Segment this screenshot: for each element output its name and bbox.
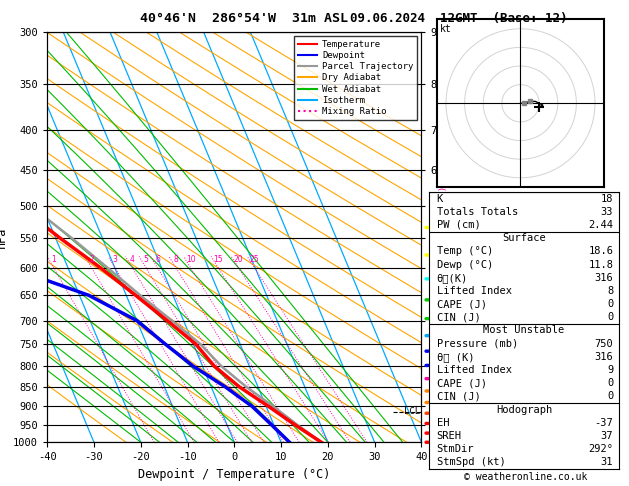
Text: CAPE (J): CAPE (J) [437,378,487,388]
Legend: Temperature, Dewpoint, Parcel Trajectory, Dry Adiabat, Wet Adiabat, Isotherm, Mi: Temperature, Dewpoint, Parcel Trajectory… [294,36,417,120]
Text: 8: 8 [174,255,179,264]
Text: Dewp (°C): Dewp (°C) [437,260,493,270]
Text: Lifted Index: Lifted Index [437,365,511,375]
Text: Surface: Surface [502,233,546,243]
Text: Lifted Index: Lifted Index [437,286,511,296]
Text: 09.06.2024  12GMT  (Base: 12): 09.06.2024 12GMT (Base: 12) [350,12,568,25]
Text: CAPE (J): CAPE (J) [437,299,487,309]
Text: 750: 750 [594,339,613,348]
Text: Temp (°C): Temp (°C) [437,246,493,256]
Text: 316: 316 [594,352,613,362]
Text: 15: 15 [214,255,223,264]
Text: 18.6: 18.6 [588,246,613,256]
Y-axis label: hPa: hPa [0,226,8,247]
Text: 0: 0 [607,299,613,309]
Text: StmDir: StmDir [437,444,474,454]
Text: 3: 3 [113,255,118,264]
Text: 37: 37 [601,431,613,441]
Text: 10: 10 [186,255,196,264]
Text: SREH: SREH [437,431,462,441]
Text: Most Unstable: Most Unstable [483,326,565,335]
Text: -37: -37 [594,418,613,428]
Text: 18: 18 [601,193,613,204]
Text: 5: 5 [143,255,148,264]
Text: Mixing Ratio (g/kg): Mixing Ratio (g/kg) [440,186,448,288]
Text: LCL: LCL [404,407,420,417]
Text: θᴀ(K): θᴀ(K) [437,273,468,283]
Text: EH: EH [437,418,449,428]
Text: 316: 316 [594,273,613,283]
Text: Hodograph: Hodograph [496,405,552,415]
Text: 0: 0 [607,378,613,388]
Text: 6: 6 [155,255,160,264]
Text: K: K [437,193,443,204]
Text: 31: 31 [601,457,613,468]
Text: CIN (J): CIN (J) [437,391,481,401]
Text: 0: 0 [607,391,613,401]
Text: 25: 25 [250,255,259,264]
Text: 2: 2 [89,255,94,264]
Text: StmSpd (kt): StmSpd (kt) [437,457,505,468]
Text: 4: 4 [130,255,135,264]
Text: 8: 8 [607,286,613,296]
Text: 2.44: 2.44 [588,220,613,230]
Text: 11.8: 11.8 [588,260,613,270]
Text: 0: 0 [607,312,613,322]
Text: θᴀ (K): θᴀ (K) [437,352,474,362]
Text: © weatheronline.co.uk: © weatheronline.co.uk [464,472,587,482]
Text: PW (cm): PW (cm) [437,220,481,230]
Text: 9: 9 [607,365,613,375]
Y-axis label: km
ASL: km ASL [447,226,465,248]
Text: 20: 20 [234,255,243,264]
Text: Pressure (mb): Pressure (mb) [437,339,518,348]
Text: kt: kt [440,24,452,35]
Text: 1: 1 [52,255,56,264]
Text: 40°46'N  286°54'W  31m ASL: 40°46'N 286°54'W 31m ASL [140,12,348,25]
Text: 292°: 292° [588,444,613,454]
Text: Totals Totals: Totals Totals [437,207,518,217]
Text: 33: 33 [601,207,613,217]
X-axis label: Dewpoint / Temperature (°C): Dewpoint / Temperature (°C) [138,468,330,481]
Text: CIN (J): CIN (J) [437,312,481,322]
